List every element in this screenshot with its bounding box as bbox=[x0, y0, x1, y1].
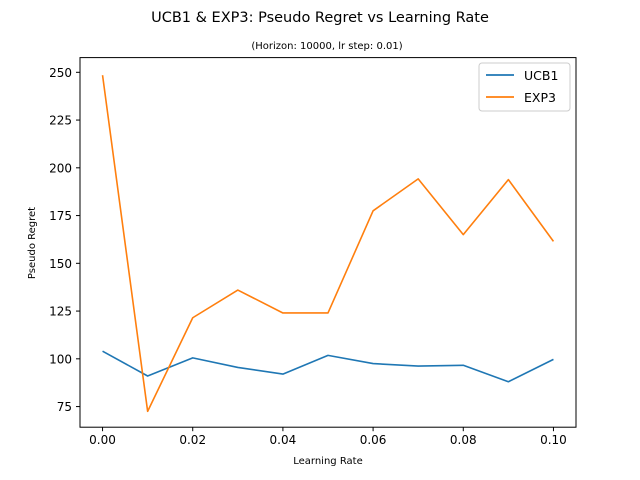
x-tick-label: 0.02 bbox=[179, 433, 206, 447]
y-tick-label: 250 bbox=[49, 66, 72, 80]
y-tick-label: 150 bbox=[49, 257, 72, 271]
x-axis-label: Learning Rate bbox=[293, 456, 363, 467]
x-tick-label: 0.06 bbox=[360, 433, 387, 447]
y-axis-label: Pseudo Regret bbox=[27, 207, 38, 279]
x-tick-label: 0.00 bbox=[89, 433, 116, 447]
legend-label-exp3: EXP3 bbox=[524, 90, 556, 105]
y-tick-label: 125 bbox=[49, 305, 72, 319]
chart-title: UCB1 & EXP3: Pseudo Regret vs Learning R… bbox=[151, 10, 489, 26]
x-axis: 0.00 0.02 0.04 0.06 0.08 0.10 bbox=[89, 427, 567, 447]
y-tick-label: 100 bbox=[49, 352, 72, 366]
legend: UCB1 EXP3 bbox=[478, 62, 571, 112]
y-tick-label: 225 bbox=[49, 114, 72, 128]
y-tick-label: 175 bbox=[49, 209, 72, 223]
x-tick-label: 0.08 bbox=[450, 433, 477, 447]
x-tick-label: 0.10 bbox=[540, 433, 567, 447]
y-tick-label: 200 bbox=[49, 161, 72, 175]
chart-subtitle: (Horizon: 10000, lr step: 0.01) bbox=[251, 41, 402, 52]
x-tick-label: 0.04 bbox=[270, 433, 297, 447]
axes-frame bbox=[79, 57, 577, 428]
plot-area bbox=[101, 75, 555, 413]
y-tick-label: 75 bbox=[57, 400, 72, 414]
legend-label-ucb1: UCB1 bbox=[524, 68, 558, 83]
y-axis: 75 100 125 150 175 200 225 250 bbox=[49, 66, 80, 414]
